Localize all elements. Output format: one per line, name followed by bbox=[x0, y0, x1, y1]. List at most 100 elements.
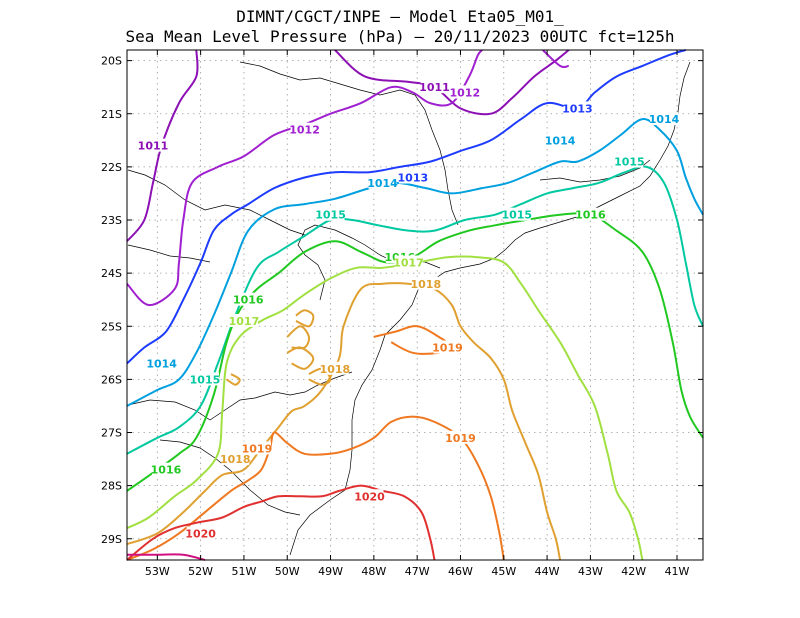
isobar-label-1015: 1015 bbox=[614, 156, 645, 169]
x-tick-label: 43W bbox=[578, 565, 603, 578]
x-tick-label: 53W bbox=[145, 565, 170, 578]
isobar-1018 bbox=[226, 373, 241, 386]
isobar-label-1015: 1015 bbox=[190, 373, 221, 386]
isobar-1013 bbox=[126, 49, 686, 365]
isobar-label-1012: 1012 bbox=[289, 124, 320, 137]
isobar-1020 bbox=[126, 484, 436, 561]
isobar-label-bg bbox=[229, 313, 258, 327]
isobar-1018 bbox=[295, 309, 315, 328]
state-border bbox=[127, 169, 306, 236]
coastline bbox=[289, 61, 691, 556]
isobar-label-1018: 1018 bbox=[220, 453, 251, 466]
isobar-label-1015: 1015 bbox=[315, 209, 346, 222]
x-tick-label: 45W bbox=[491, 565, 516, 578]
isobar-label-bg bbox=[234, 292, 263, 306]
isobar-label-1014: 1014 bbox=[649, 113, 680, 126]
isobar-label-1011: 1011 bbox=[419, 81, 450, 94]
plot-frame bbox=[126, 49, 704, 561]
isobar-1021 bbox=[127, 553, 206, 561]
isobar-label-bg bbox=[316, 207, 345, 221]
x-tick-label: 52W bbox=[188, 565, 213, 578]
isobar-label-bg bbox=[563, 101, 592, 115]
isobar-label-1016: 1016 bbox=[233, 294, 264, 307]
isobar-label-bg bbox=[546, 133, 575, 147]
y-tick-label: 27S bbox=[101, 427, 122, 440]
x-tick-label: 49W bbox=[318, 565, 343, 578]
y-tick-label: 21S bbox=[101, 108, 122, 121]
y-tick-label: 25S bbox=[101, 320, 122, 333]
isobar-label-1017: 1017 bbox=[393, 257, 424, 270]
isobar-label-1019: 1019 bbox=[432, 342, 463, 355]
isobar-label-bg bbox=[433, 340, 462, 354]
y-tick-label: 23S bbox=[101, 214, 122, 227]
state-border bbox=[239, 61, 459, 226]
isobar-1018 bbox=[286, 325, 311, 350]
isobar-label-1013: 1013 bbox=[562, 102, 593, 115]
isobar-label-1019: 1019 bbox=[445, 432, 476, 445]
isobar-1018 bbox=[126, 282, 562, 561]
y-tick-label: 29S bbox=[101, 533, 122, 546]
isobar-label-bg bbox=[320, 361, 349, 375]
state-border bbox=[159, 439, 301, 516]
isobar-label-1020: 1020 bbox=[185, 527, 216, 540]
gridlines bbox=[127, 50, 703, 560]
isobar-1018 bbox=[308, 367, 332, 386]
axis-ticks: 53W 52W 51W 50W 49W 48W 47W 46W 45W 44W 43W 42W 41W 2… bbox=[101, 50, 703, 578]
isobar-label-bg bbox=[502, 207, 531, 221]
isobar-1015 bbox=[126, 165, 704, 455]
isobar-label-bg bbox=[411, 276, 440, 290]
y-tick-label: 28S bbox=[101, 480, 122, 493]
x-tick-label: 44W bbox=[535, 565, 560, 578]
isobar-label-1018: 1018 bbox=[411, 278, 442, 291]
isobar-label-bg bbox=[151, 462, 180, 476]
isobar-label-bg bbox=[446, 430, 475, 444]
isobar-label-1014: 1014 bbox=[367, 177, 398, 190]
isobar-1019 bbox=[126, 415, 505, 561]
isobars bbox=[126, 49, 704, 561]
x-tick-label: 51W bbox=[231, 565, 256, 578]
x-tick-label: 50W bbox=[275, 565, 300, 578]
state-border bbox=[127, 371, 353, 421]
x-tick-label: 46W bbox=[448, 565, 473, 578]
chart-title-line1: DIMNT/CGCT/INPE – Model Eta05_M01_ bbox=[236, 7, 564, 26]
isobar-label-1016: 1016 bbox=[575, 209, 606, 222]
x-tick-label: 47W bbox=[405, 565, 430, 578]
isobar-label-bg bbox=[190, 372, 219, 386]
chart-title-line2: Sea Mean Level Pressure (hPa) – 20/11/20… bbox=[125, 27, 674, 46]
state-border bbox=[127, 244, 211, 263]
isobar-label-bg bbox=[576, 207, 605, 221]
isobar-label-bg bbox=[242, 441, 271, 455]
x-tick-label: 42W bbox=[621, 565, 646, 578]
x-tick-label: 48W bbox=[361, 565, 386, 578]
isobar-label-bg bbox=[398, 170, 427, 184]
isobar-label-bg bbox=[615, 154, 644, 168]
y-tick-label: 22S bbox=[101, 161, 122, 174]
isobar-label-bg bbox=[368, 175, 397, 189]
isobar-label-1014: 1014 bbox=[146, 357, 177, 370]
x-tick-label: 41W bbox=[665, 565, 690, 578]
isobar-label-bg bbox=[138, 138, 167, 152]
isobar-label-bg bbox=[420, 80, 449, 94]
isobar-label-bg bbox=[450, 85, 479, 99]
y-tick-label: 26S bbox=[101, 373, 122, 386]
isobar-labels: 1011101110121012101310131014101410141014… bbox=[138, 80, 680, 540]
isobar-label-1017: 1017 bbox=[229, 315, 260, 328]
map-outline bbox=[127, 61, 691, 556]
isobar-label-1011: 1011 bbox=[138, 140, 169, 153]
isobar-1018 bbox=[286, 346, 315, 370]
isobar-1017 bbox=[126, 255, 644, 561]
isobar-label-bg bbox=[355, 489, 384, 503]
isobar-label-bg bbox=[650, 112, 679, 126]
isobar-label-1013: 1013 bbox=[398, 172, 429, 185]
isobar-label-1019: 1019 bbox=[242, 442, 273, 455]
y-tick-label: 20S bbox=[101, 55, 122, 68]
isobar-label-1016: 1016 bbox=[151, 464, 182, 477]
isobar-label-1014: 1014 bbox=[545, 134, 576, 147]
isobar-1011 bbox=[334, 49, 570, 116]
isobar-label-1018: 1018 bbox=[320, 363, 351, 376]
isobar-label-bg bbox=[221, 452, 250, 466]
isobar-label-1012: 1012 bbox=[449, 87, 480, 100]
y-tick-label: 24S bbox=[101, 267, 122, 280]
isobar-label-1020: 1020 bbox=[354, 490, 385, 503]
